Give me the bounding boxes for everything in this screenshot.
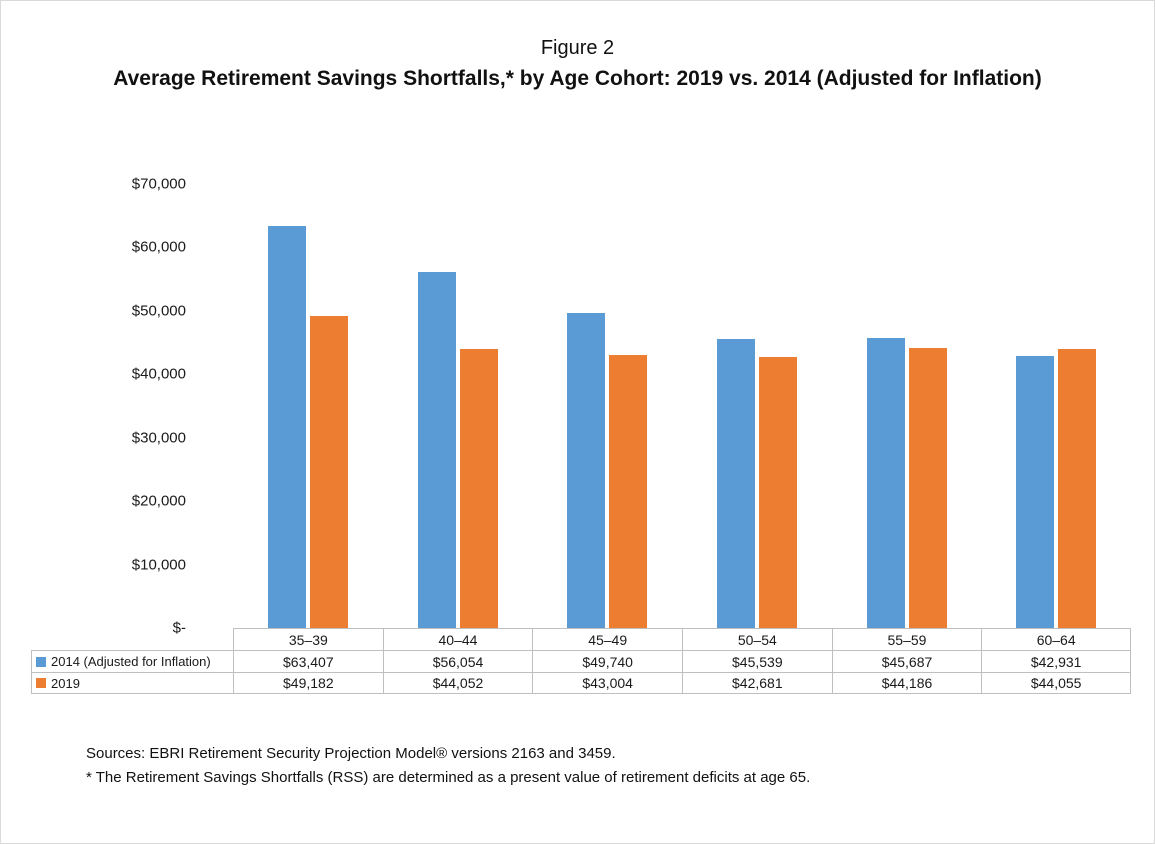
bar-group xyxy=(233,184,383,628)
bar-series-0 xyxy=(1016,355,1055,628)
bar-group xyxy=(532,184,682,628)
note-line: * The Retirement Savings Shortfalls (RSS… xyxy=(86,769,811,786)
value-cell: $44,052 xyxy=(382,672,533,694)
bar-group xyxy=(981,184,1131,628)
category-cell: 55–59 xyxy=(831,628,982,650)
y-axis-tick-label: $70,000 xyxy=(131,175,186,193)
category-cell: 35–39 xyxy=(233,628,383,650)
sources-line: Sources: EBRI Retirement Security Projec… xyxy=(86,745,616,762)
figure-title: Average Retirement Savings Shortfalls,* … xyxy=(113,67,1042,90)
y-axis-tick-label: $40,000 xyxy=(131,365,186,383)
bar-group xyxy=(682,184,832,628)
y-axis-tick-label: $60,000 xyxy=(131,238,186,256)
bar-group xyxy=(383,184,533,628)
y-axis-tick-label: $20,000 xyxy=(131,492,186,510)
value-cell: $56,054 xyxy=(382,650,533,672)
y-axis-tick-label: $30,000 xyxy=(131,429,186,447)
y-axis-tick-label: $10,000 xyxy=(131,556,186,574)
data-table: 35–39 40–44 45–49 50–54 55–59 60–64 2014 (Adju… xyxy=(31,628,1131,694)
legend-swatch xyxy=(36,678,46,688)
value-cell: $44,186 xyxy=(831,672,982,694)
legend-cell: 2019 xyxy=(31,672,233,694)
bar-group xyxy=(832,184,982,628)
category-cell: 45–49 xyxy=(532,628,682,650)
plot-area xyxy=(233,184,1131,628)
value-cell: $42,681 xyxy=(682,672,832,694)
bar-series-1 xyxy=(908,347,947,628)
value-cell: $45,687 xyxy=(831,650,982,672)
bar-series-1 xyxy=(758,357,797,628)
bar-series-1 xyxy=(1058,348,1097,628)
bar-series-0 xyxy=(417,272,456,628)
bar-series-1 xyxy=(309,316,348,628)
value-cell: $49,740 xyxy=(532,650,682,672)
value-cell: $43,004 xyxy=(532,672,682,694)
bar-series-0 xyxy=(716,339,755,628)
y-axis: $70,000 $60,000 $50,000 $40,000 $30,000 $20,0… xyxy=(31,176,186,637)
value-cell: $63,407 xyxy=(233,650,383,672)
bar-series-0 xyxy=(567,312,606,628)
value-cell: $45,539 xyxy=(682,650,832,672)
legend-swatch xyxy=(36,656,46,667)
legend-cell: 2014 (Adjusted for Inflation) xyxy=(31,650,233,672)
legend-label: 2019 xyxy=(51,675,80,691)
table-corner-spacer xyxy=(31,628,233,650)
y-axis-tick-label: $- xyxy=(172,619,186,637)
value-cell: $42,931 xyxy=(981,650,1131,672)
y-axis-tick-label: $50,000 xyxy=(131,302,186,320)
value-cell: $49,182 xyxy=(233,672,383,694)
bar-series-1 xyxy=(459,348,498,628)
category-cell: 40–44 xyxy=(382,628,533,650)
category-cell: 60–64 xyxy=(981,628,1131,650)
value-cell: $44,055 xyxy=(981,672,1131,694)
footnotes: Sources: EBRI Retirement Security Projec… xyxy=(86,742,810,790)
bar-series-0 xyxy=(267,225,306,628)
legend-label: 2014 (Adjusted for Inflation) xyxy=(51,654,211,669)
bar-series-0 xyxy=(866,338,905,628)
figure-number: Figure 2 xyxy=(540,37,615,59)
bar-series-1 xyxy=(609,355,648,628)
category-cell: 50–54 xyxy=(682,628,832,650)
